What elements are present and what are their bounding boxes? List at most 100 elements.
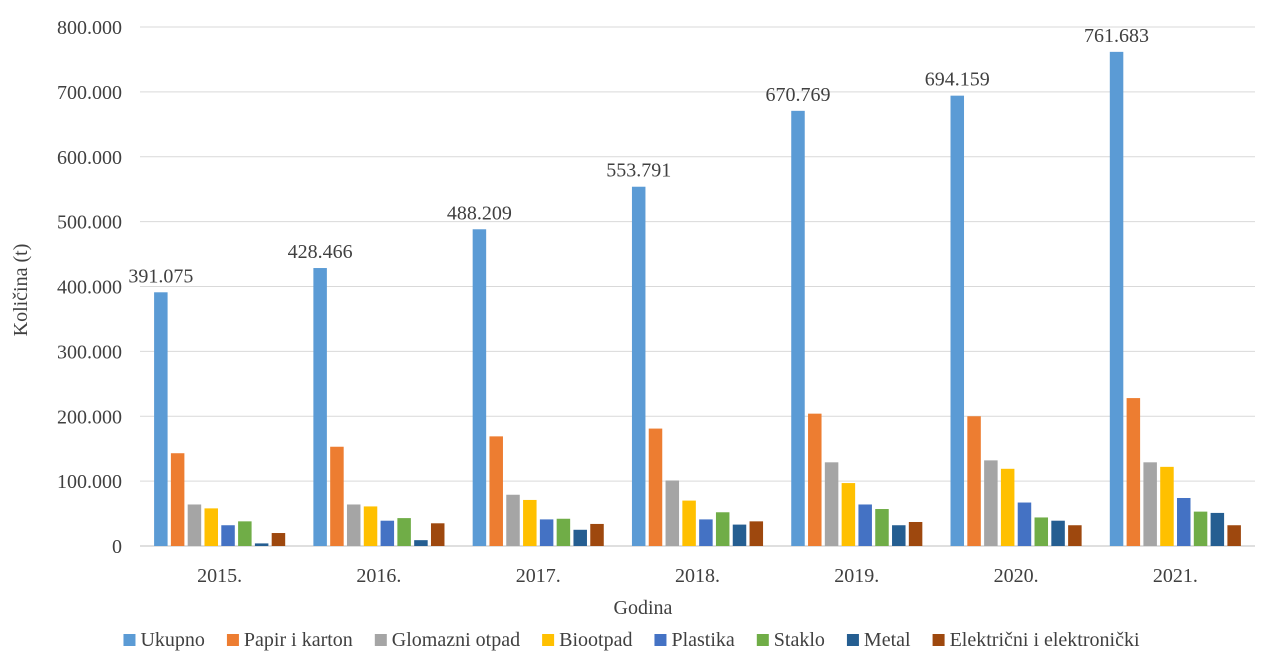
legend: Ukupno Papir i karton Glomazni otpad Biootp… [123,629,1140,651]
bar [699,519,713,546]
bar [221,525,235,546]
bar [573,529,587,546]
y-tick-label: 0 [112,536,122,558]
bar [1126,398,1141,546]
x-tick-label: 2019. [834,565,879,587]
bar [1227,525,1241,546]
bar [1210,512,1225,546]
legend-label: Ukupno [140,629,204,651]
legend-label: Biootpad [559,629,632,651]
data-label: 670.769 [765,84,830,106]
bar [631,186,646,546]
x-tick-label: 2016. [356,565,401,587]
y-axis-title: Količina (t) [10,244,32,337]
legend-label: Plastika [671,629,734,651]
bar [204,508,218,546]
bar [1109,51,1124,546]
bar [892,525,906,546]
data-label: 488.209 [447,202,512,224]
bars [154,51,1241,546]
legend-label: Metal [864,629,911,651]
y-tick-label: 500.000 [57,212,122,234]
legend-swatch [374,634,387,646]
bar [1051,520,1065,546]
bar [187,504,202,546]
legend-swatch [123,634,136,646]
data-label: 428.466 [288,241,353,263]
bar [732,524,747,546]
legend-item: Električni i elektronički [932,629,1140,651]
legend-item: Ukupno [123,629,205,651]
legend-label: Glomazni otpad [392,629,520,651]
x-tick-label: 2021. [1153,565,1198,587]
bar [715,512,730,546]
legend-swatch [226,634,239,646]
legend-label: Papir i karton [244,629,353,651]
bar [313,268,327,546]
bar [590,523,604,546]
data-label: 694.159 [925,69,990,91]
gridlines [140,26,1255,547]
bar [824,462,839,546]
legend-swatch [756,634,769,646]
x-tick-label: 2018. [675,565,720,587]
bar [170,453,185,546]
x-tick-label: 2020. [994,565,1039,587]
bar [523,499,537,546]
x-axis-ticks: 2015. 2016. 2017. 2018. 2019. 2020. 2021. [197,565,1198,587]
data-label: 391.075 [128,265,193,287]
legend-item: Papir i karton [226,629,353,651]
bar [858,504,872,546]
bar [346,504,361,546]
bar [1034,517,1049,546]
legend-swatch [846,634,859,646]
bar [808,413,822,546]
bar [1017,502,1032,546]
bar [154,292,168,546]
bar [254,543,269,546]
y-tick-label: 200.000 [57,406,122,428]
bar [472,229,487,546]
bar [397,518,411,546]
bar [682,500,696,546]
legend-item: Biootpad [542,629,632,651]
bar [414,540,428,546]
bar [380,520,395,546]
x-tick-label: 2017. [516,565,561,587]
y-tick-label: 700.000 [57,82,122,104]
bar [430,523,445,546]
bar [665,480,680,546]
data-label: 761.683 [1084,25,1149,47]
y-tick-label: 100.000 [57,471,122,493]
bar [539,519,554,546]
bar [506,494,520,546]
x-tick-label: 2015. [197,565,242,587]
bar [1160,466,1174,546]
bar [1068,525,1082,546]
data-label: 553.791 [606,160,671,182]
legend-label: Električni i elektronički [950,629,1140,651]
legend-item: Plastika [654,629,735,651]
bar [330,446,344,546]
x-axis-title: Godina [614,597,673,619]
legend-swatch [542,634,555,646]
legend-item: Staklo [756,629,825,651]
legend-swatch [654,634,667,646]
y-tick-label: 800.000 [57,17,122,39]
bar [950,95,965,546]
bar [238,521,252,546]
bar [489,436,503,546]
bar [791,110,805,546]
bar [749,521,764,546]
legend-label: Staklo [774,629,825,651]
bar [984,460,998,546]
bar [363,506,378,546]
bar [908,521,923,546]
legend-item: Glomazni otpad [374,629,520,651]
bar [1000,468,1015,546]
bar [1177,497,1191,546]
bar [1193,511,1208,546]
bar [967,416,981,546]
